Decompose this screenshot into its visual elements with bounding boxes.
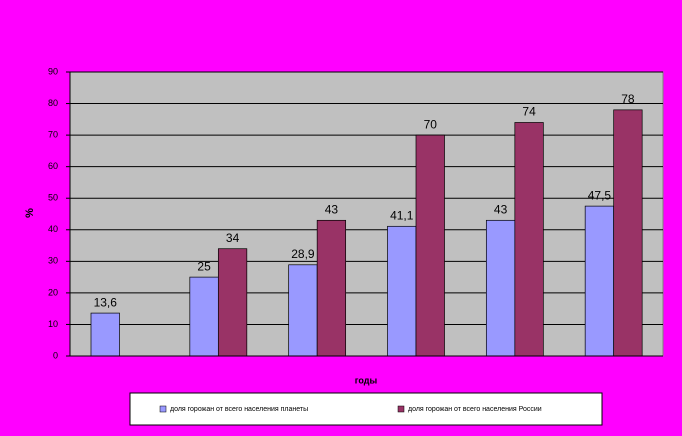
y-tick-label: 90: [48, 66, 58, 76]
value-label: 13,6: [94, 295, 118, 309]
value-label: 70: [424, 117, 438, 131]
x-axis-title: годы: [355, 375, 378, 385]
bar: [217, 248, 248, 357]
y-axis-title: %: [24, 208, 36, 218]
y-tick-label: 60: [48, 161, 58, 171]
value-label: 41,1: [390, 208, 414, 222]
bar: [387, 225, 417, 357]
bar: [514, 122, 544, 357]
value-label: 25: [197, 259, 211, 273]
bar: [415, 134, 445, 357]
value-label: 43: [325, 202, 339, 216]
bar: [613, 109, 643, 357]
plot-area: [69, 71, 664, 357]
bar: [288, 264, 318, 357]
y-tick-label: 80: [48, 98, 58, 108]
bar: [90, 312, 120, 357]
value-label: 74: [522, 105, 536, 119]
legend-label: доля горожан от всего населения России: [408, 406, 542, 413]
bar: [316, 219, 347, 357]
legend: [129, 392, 603, 426]
y-tick-label: 40: [48, 224, 58, 234]
legend-swatch: [397, 405, 405, 413]
value-label: 28,9: [291, 247, 315, 261]
value-label: 78: [621, 92, 635, 106]
bar: [189, 276, 219, 357]
value-label: 47,5: [588, 188, 612, 202]
y-tick-label: 70: [48, 129, 58, 139]
legend-swatch: [159, 405, 167, 413]
bar: [584, 205, 615, 357]
bar: [485, 219, 516, 357]
y-tick-label: 0: [53, 350, 58, 360]
y-tick-label: 20: [48, 287, 58, 297]
y-tick-label: 30: [48, 256, 58, 266]
y-tick-label: 50: [48, 193, 58, 203]
y-tick-label: 10: [48, 319, 58, 329]
value-label: 43: [494, 202, 508, 216]
legend-label: доля горожан от всего населения планеты: [170, 406, 308, 413]
value-label: 34: [226, 231, 240, 245]
